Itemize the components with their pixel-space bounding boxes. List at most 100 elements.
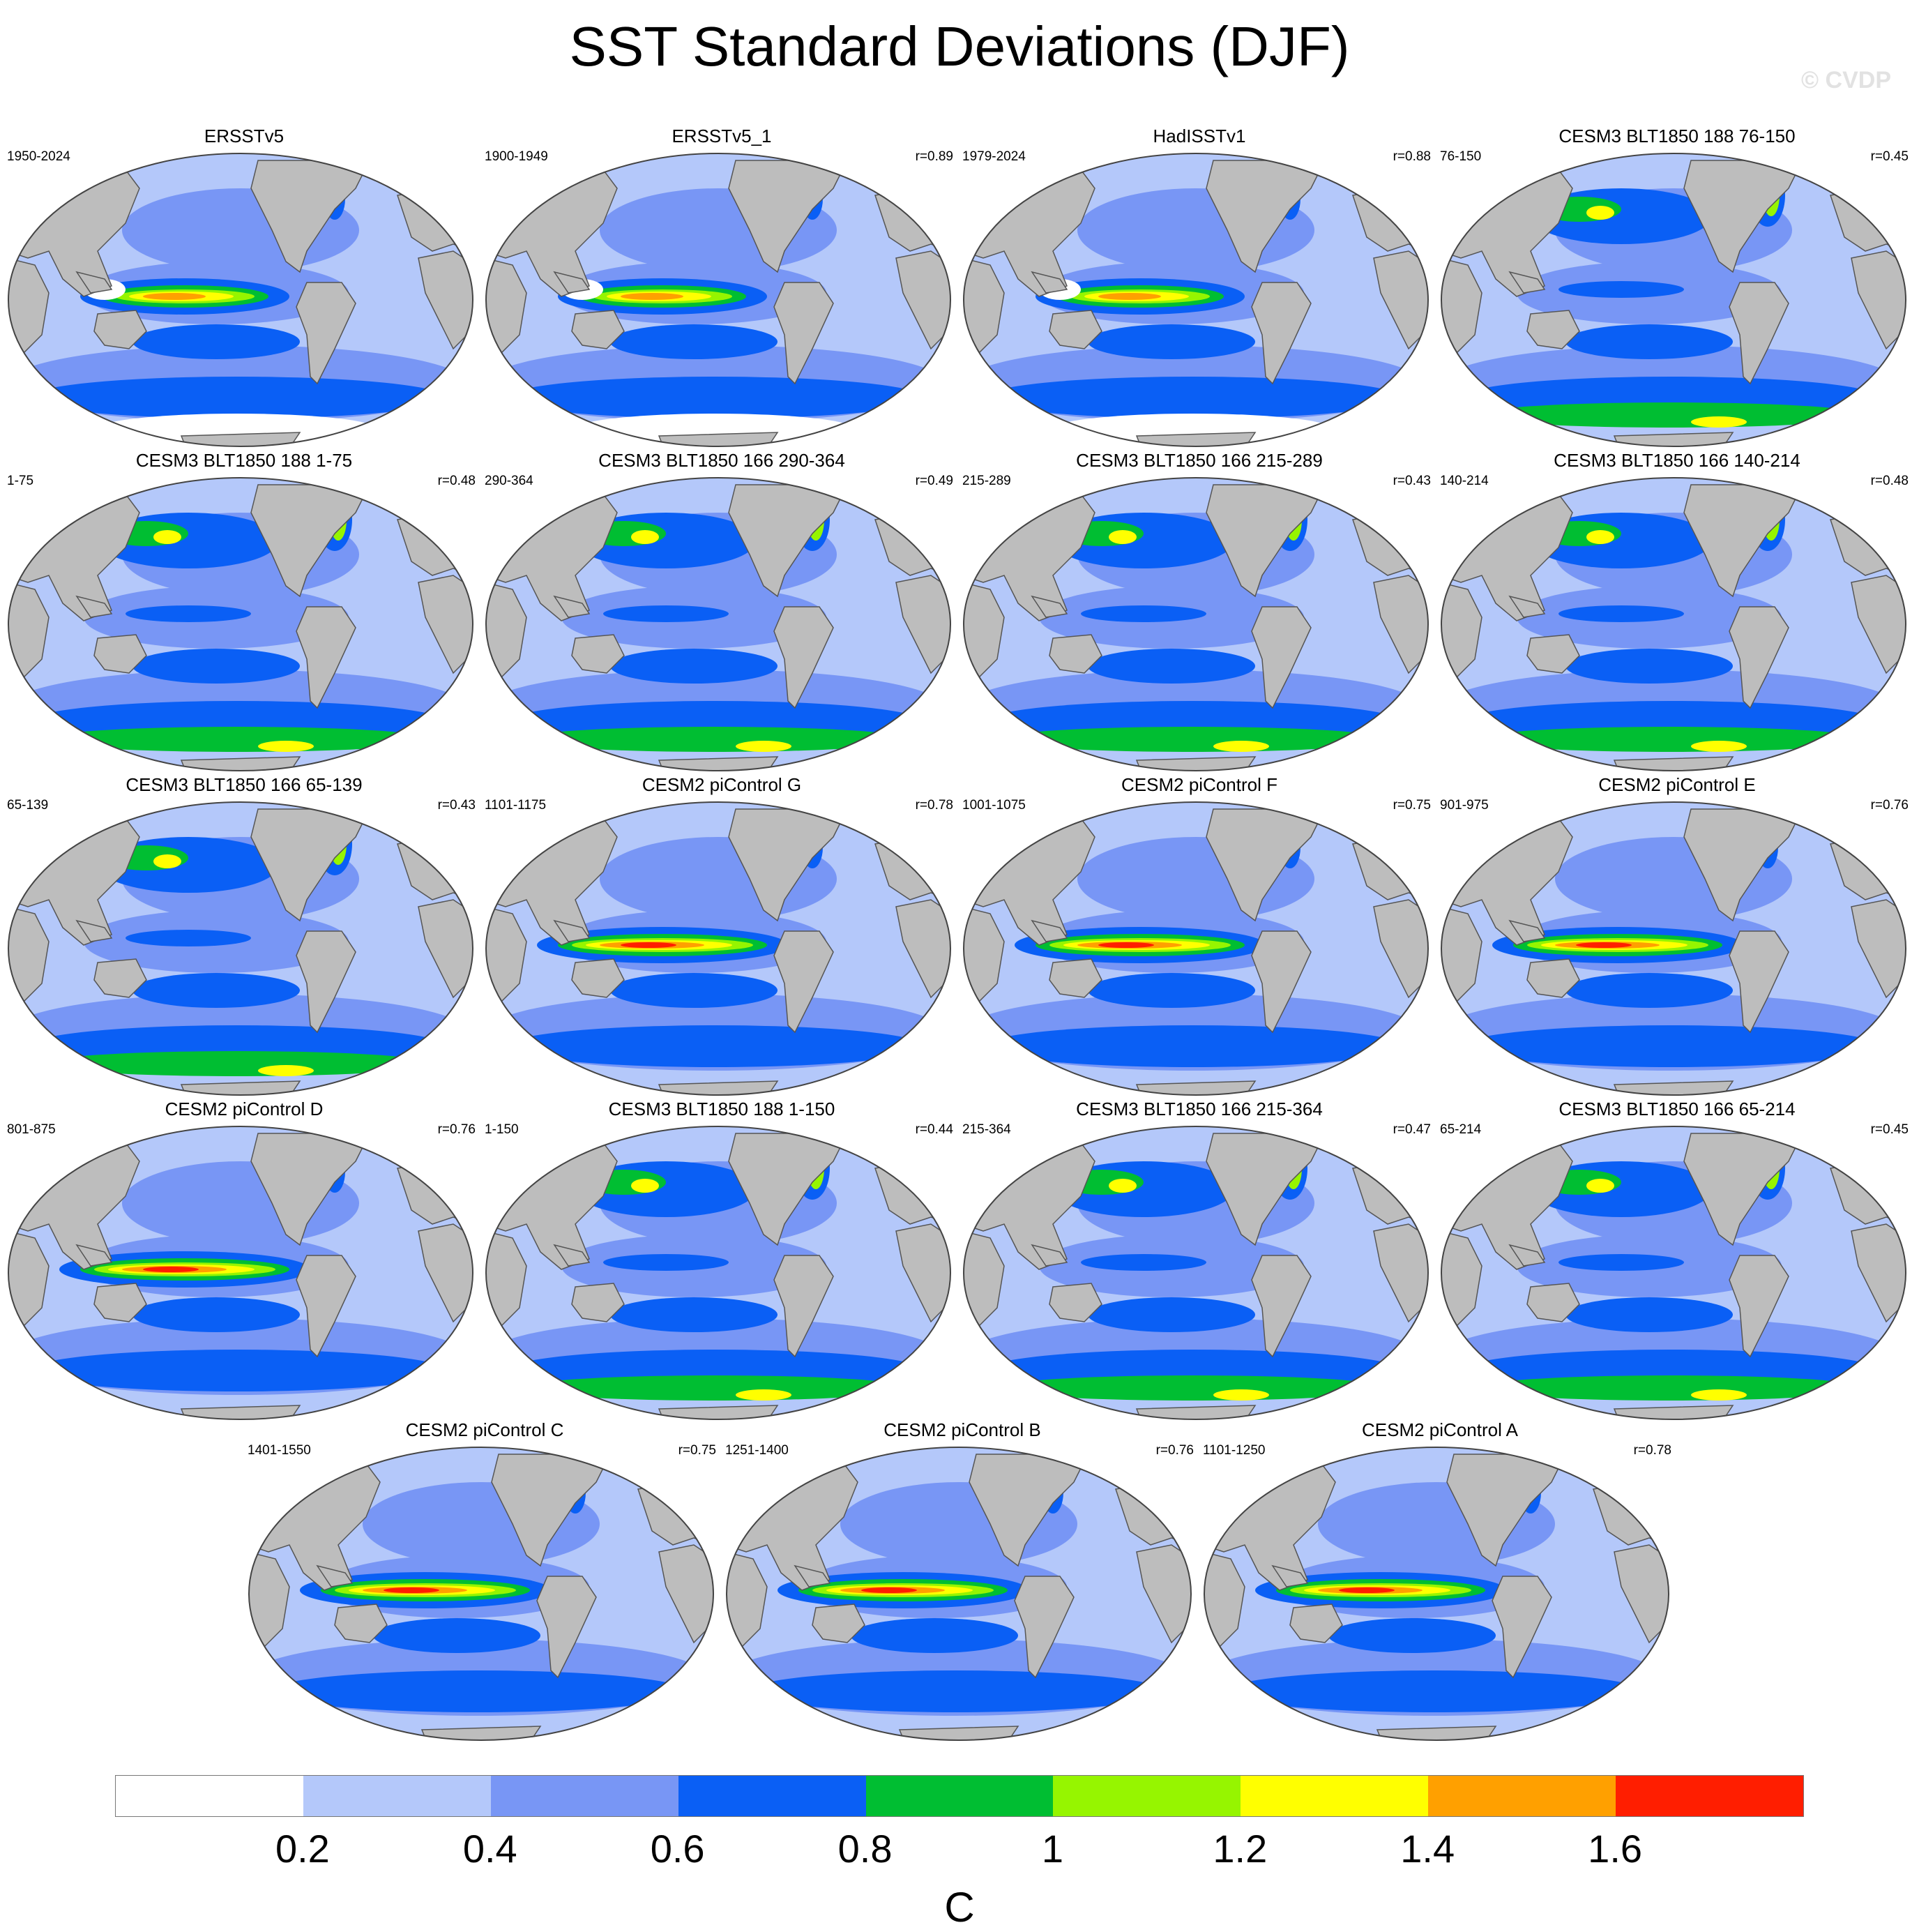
map-panel: CESM3 BLT1850 166 215-364 215-364 r=0.47 — [962, 1099, 1436, 1426]
panel-title: CESM2 piControl G — [642, 774, 802, 795]
map-panel: CESM2 piControl F 1001-1075 r=0.75 — [962, 774, 1436, 1102]
sst-std-map — [726, 1447, 1192, 1741]
panel-correlation: r=0.88 — [1393, 149, 1431, 164]
colorbar-swatch — [303, 1776, 491, 1816]
map-panel: CESM3 BLT1850 188 1-150 1-150 r=0.44 — [485, 1099, 959, 1426]
map-panel: ERSSTv5 1950-2024 — [7, 126, 481, 453]
panel-title: CESM2 piControl B — [883, 1419, 1041, 1440]
sst-std-map — [485, 1126, 951, 1420]
sst-std-map — [248, 1447, 714, 1741]
panel-period: 1251-1400 — [725, 1443, 789, 1458]
map-panel: CESM3 BLT1850 166 65-139 65-139 r=0.43 — [7, 774, 481, 1102]
panel-period: 290-364 — [485, 474, 533, 488]
colorbar-tick-label: 0.4 — [462, 1827, 517, 1871]
panel-period: 65-214 — [1440, 1122, 1482, 1137]
colorbar-swatch — [1616, 1776, 1804, 1816]
panel-correlation: r=0.89 — [915, 149, 953, 164]
colorbar-unit: C — [944, 1884, 975, 1931]
sst-std-map — [1441, 153, 1906, 447]
panel-correlation: r=0.43 — [1393, 474, 1431, 488]
panel-title: CESM3 BLT1850 188 1-75 — [135, 450, 353, 471]
map-panel: CESM2 piControl A 1101-1250 r=0.78 — [1203, 1419, 1677, 1747]
colorbar-tick-label: 0.2 — [275, 1827, 330, 1871]
panel-correlation: r=0.48 — [1870, 474, 1909, 488]
panel-title: ERSSTv5_1 — [672, 126, 772, 146]
sst-std-map — [963, 153, 1429, 447]
panel-correlation: r=0.43 — [437, 798, 476, 813]
panel-title: CESM2 piControl D — [165, 1099, 324, 1119]
map-panel: ERSSTv5_1 1900-1949 r=0.89 — [485, 126, 959, 453]
panel-title: CESM2 piControl C — [405, 1419, 564, 1440]
map-panel: CESM2 piControl G 1101-1175 r=0.78 — [485, 774, 959, 1102]
panel-correlation: r=0.78 — [915, 798, 953, 813]
panel-correlation: r=0.76 — [1155, 1443, 1194, 1458]
panel-title: CESM3 BLT1850 188 1-150 — [608, 1099, 835, 1119]
panel-title: CESM3 BLT1850 166 290-364 — [598, 450, 845, 471]
colorbar-swatch — [1053, 1776, 1241, 1816]
panel-title: CESM2 piControl E — [1598, 774, 1756, 795]
sst-std-map — [485, 801, 951, 1096]
map-panel: CESM3 BLT1850 166 65-214 65-214 r=0.45 — [1440, 1099, 1914, 1426]
sst-std-map — [1441, 1126, 1906, 1420]
panel-period: 65-139 — [7, 798, 49, 813]
colorbar-swatch — [865, 1776, 1054, 1816]
map-panel: CESM2 piControl B 1251-1400 r=0.76 — [725, 1419, 1199, 1747]
panel-period: 1001-1075 — [962, 798, 1026, 813]
panel-period: 215-289 — [962, 474, 1011, 488]
panel-period: 1-75 — [7, 474, 34, 488]
colorbar-tick-label: 1.6 — [1588, 1827, 1643, 1871]
colorbar-swatch — [1241, 1776, 1429, 1816]
map-panel: CESM3 BLT1850 188 76-150 76-150 r=0.45 — [1440, 126, 1914, 453]
sst-std-map — [8, 477, 473, 771]
cvdp-watermark: © CVDP — [1801, 67, 1891, 93]
sst-std-map — [485, 153, 951, 447]
colorbar-swatch — [490, 1776, 678, 1816]
panel-title: CESM3 BLT1850 188 76-150 — [1558, 126, 1796, 146]
colorbar-tick-label: 1.4 — [1400, 1827, 1455, 1871]
map-panel: HadISSTv1 1979-2024 r=0.88 — [962, 126, 1436, 453]
map-panel: CESM2 piControl C 1401-1550 r=0.75 — [248, 1419, 722, 1747]
sst-std-map — [485, 477, 951, 771]
colorbar-tick-label: 0.6 — [650, 1827, 705, 1871]
map-panel: CESM3 BLT1850 188 1-75 1-75 r=0.48 — [7, 450, 481, 778]
map-panel: CESM3 BLT1850 166 290-364 290-364 r=0.49 — [485, 450, 959, 778]
panel-period: 801-875 — [7, 1122, 56, 1137]
sst-std-map — [8, 801, 473, 1096]
panel-title: CESM2 piControl F — [1121, 774, 1277, 795]
sst-std-map — [963, 477, 1429, 771]
colorbar-swatch — [116, 1776, 303, 1816]
panel-period: 140-214 — [1440, 474, 1489, 488]
panel-correlation: r=0.44 — [915, 1122, 953, 1137]
panel-period: 76-150 — [1440, 149, 1482, 164]
panel-correlation: r=0.75 — [1393, 798, 1431, 813]
panel-correlation: r=0.75 — [678, 1443, 716, 1458]
figure-title: SST Standard Deviations (DJF) — [569, 15, 1350, 77]
panel-correlation: r=0.45 — [1870, 149, 1909, 164]
panel-period: 1950-2024 — [7, 149, 70, 164]
panel-title: CESM3 BLT1850 166 215-289 — [1076, 450, 1323, 471]
panel-correlation: r=0.45 — [1870, 1122, 1909, 1137]
panel-period: 1101-1250 — [1203, 1443, 1266, 1458]
panel-period: 1-150 — [485, 1122, 519, 1137]
colorbar — [115, 1775, 1804, 1817]
map-panel: CESM2 piControl E 901-975 r=0.76 — [1440, 774, 1914, 1102]
map-panel: CESM3 BLT1850 166 215-289 215-289 r=0.43 — [962, 450, 1436, 778]
panel-correlation: r=0.78 — [1633, 1443, 1671, 1458]
panel-correlation: r=0.49 — [915, 474, 953, 488]
panel-period: 901-975 — [1440, 798, 1489, 813]
sst-std-map — [1441, 801, 1906, 1096]
panel-correlation: r=0.76 — [437, 1122, 476, 1137]
panel-period: 1401-1550 — [248, 1443, 311, 1458]
colorbar-swatch — [1428, 1776, 1616, 1816]
sst-std-map — [1204, 1447, 1669, 1741]
panel-correlation: r=0.48 — [437, 474, 476, 488]
map-panel: CESM2 piControl D 801-875 r=0.76 — [7, 1099, 481, 1426]
panel-title: CESM2 piControl A — [1362, 1419, 1518, 1440]
panel-correlation: r=0.47 — [1393, 1122, 1431, 1137]
map-panel: CESM3 BLT1850 166 140-214 140-214 r=0.48 — [1440, 450, 1914, 778]
panel-title: CESM3 BLT1850 166 215-364 — [1076, 1099, 1323, 1119]
sst-std-map — [8, 153, 473, 447]
sst-std-map — [963, 801, 1429, 1096]
colorbar-tick-label: 1.2 — [1213, 1827, 1268, 1871]
sst-std-map — [963, 1126, 1429, 1420]
